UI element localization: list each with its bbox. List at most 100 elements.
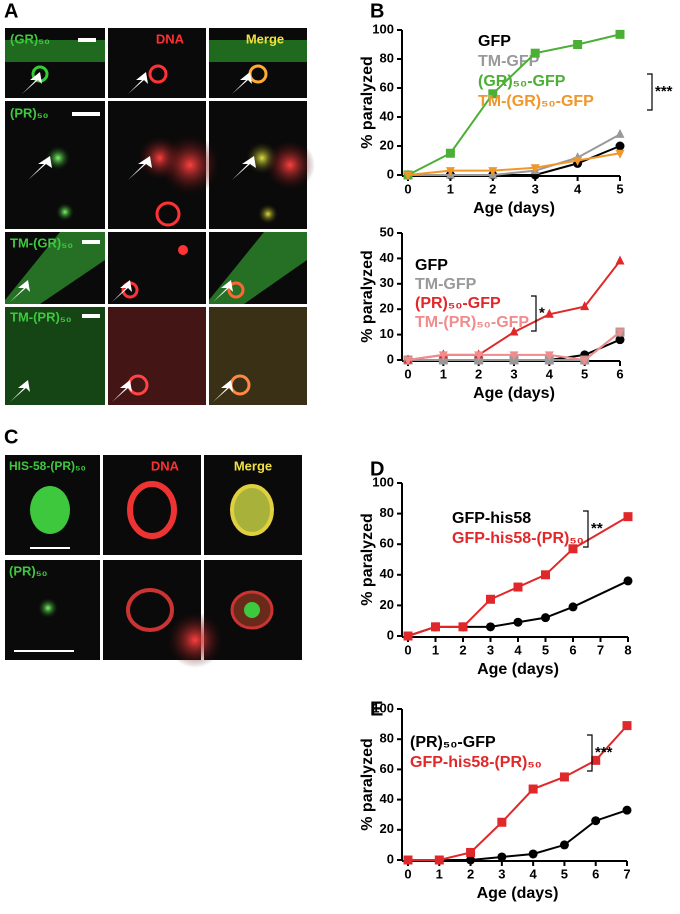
x-tick-label: 0: [404, 866, 411, 881]
y-tick-label: 100: [372, 21, 394, 36]
nucleus: [258, 204, 278, 224]
x-tick-label: 5: [616, 181, 623, 196]
data-point: [568, 602, 578, 612]
data-point: [559, 772, 569, 782]
nucleus: [244, 602, 260, 618]
y-tick-label: 20: [380, 137, 394, 152]
row-label: HIS-58-(PR)₅₀: [9, 459, 86, 473]
legend-entry: TM-GFP: [478, 53, 540, 70]
y-axis-label: % paralyzed: [359, 56, 376, 148]
legend-entry: GFP: [415, 257, 448, 274]
scale-bar: [14, 650, 74, 652]
x-tick-label: 4: [530, 866, 538, 881]
nucleus: [167, 612, 223, 668]
y-tick-label: 0: [387, 627, 394, 642]
data-point: [528, 784, 538, 794]
channel-label: Merge: [246, 31, 284, 46]
data-point: [509, 326, 519, 336]
data-point: [403, 631, 413, 641]
legend-entry: (PR)₅₀-GFP: [410, 734, 496, 751]
x-tick-label: 1: [436, 866, 443, 881]
y-tick-label: 20: [380, 301, 394, 316]
worm-body: [5, 307, 105, 405]
row-label: TM-(GR)₅₀: [10, 235, 73, 250]
data-point: [615, 141, 625, 151]
series-line: [408, 145, 621, 176]
x-tick-label: 6: [569, 642, 576, 657]
y-tick-label: 0: [387, 351, 394, 366]
data-point: [497, 817, 507, 827]
nucleus: [155, 201, 181, 227]
x-tick-label: 3: [487, 642, 494, 657]
arrow: [22, 72, 42, 94]
y-tick-label: 40: [380, 108, 394, 123]
y-tick-label: 60: [380, 536, 394, 551]
arrow: [112, 280, 132, 302]
worm-body: [209, 307, 307, 405]
significance-label: ***: [595, 744, 613, 761]
legend-entry: GFP-his58-(PR)₅₀: [452, 530, 584, 547]
data-point: [438, 351, 448, 361]
series-line: [408, 809, 628, 861]
data-point: [541, 570, 550, 580]
legend-entry: GFP: [478, 33, 511, 50]
y-tick-label: 20: [380, 597, 394, 612]
x-tick-label: 5: [542, 642, 549, 657]
x-tick-label: 5: [581, 366, 588, 381]
data-point: [615, 29, 625, 39]
channel-label: DNA: [151, 458, 180, 473]
x-tick-label: 4: [574, 181, 582, 196]
data-point: [544, 351, 554, 361]
x-tick-label: 0: [404, 366, 411, 381]
significance-bracket: [647, 73, 653, 111]
data-point: [591, 816, 601, 826]
x-tick-label: 4: [546, 366, 554, 381]
scale-bar: [82, 240, 100, 244]
x-tick-label: 6: [616, 366, 623, 381]
legend-entry: GFP-his58: [452, 510, 531, 527]
x-tick-label: 0: [404, 181, 411, 196]
data-point: [466, 855, 476, 865]
data-point: [622, 721, 632, 731]
y-axis-label: % paralyzed: [359, 250, 376, 342]
legend-entry: TM-(GR)₅₀-GFP: [478, 93, 594, 110]
y-tick-label: 20: [380, 821, 394, 836]
data-point: [615, 335, 625, 345]
x-tick-label: 8: [624, 642, 631, 657]
data-point: [528, 849, 538, 859]
data-point: [445, 167, 455, 177]
data-point: [466, 847, 476, 857]
data-point: [622, 805, 632, 815]
x-tick-label: 7: [623, 866, 630, 881]
panel-label: D: [370, 458, 384, 480]
data-point: [434, 855, 444, 865]
data-point: [623, 576, 633, 586]
panel-label: B: [370, 0, 384, 22]
data-point: [474, 351, 484, 361]
nucleus: [265, 140, 315, 190]
worm-body: [108, 307, 206, 405]
y-tick-label: 60: [380, 79, 394, 94]
data-point: [445, 148, 455, 158]
x-tick-label: 3: [510, 366, 517, 381]
worm-body: [209, 40, 307, 62]
scale-bar: [82, 314, 100, 318]
y-tick-label: 40: [380, 250, 394, 265]
data-point: [573, 40, 583, 49]
x-tick-label: 6: [592, 866, 599, 881]
legend-entry: TM-(PR)₅₀-GFP: [415, 314, 529, 331]
nucleus: [30, 486, 70, 534]
x-tick-label: 3: [532, 181, 539, 196]
arrow: [10, 280, 30, 302]
significance-label: ***: [655, 83, 673, 100]
y-tick-label: 0: [387, 851, 394, 866]
data-point: [513, 617, 523, 627]
y-tick-label: 80: [380, 731, 394, 746]
data-point: [486, 594, 495, 604]
nucleus: [46, 146, 70, 170]
legend-entry: (GR)₅₀-GFP: [478, 73, 566, 90]
significance-bracket: [587, 734, 593, 772]
data-point: [458, 622, 468, 632]
data-point: [488, 167, 498, 177]
